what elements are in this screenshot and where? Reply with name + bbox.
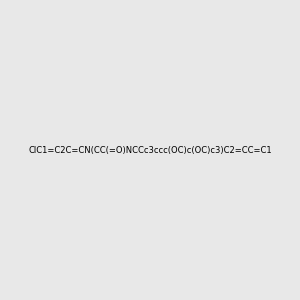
Text: ClC1=C2C=CN(CC(=O)NCCc3ccc(OC)c(OC)c3)C2=CC=C1: ClC1=C2C=CN(CC(=O)NCCc3ccc(OC)c(OC)c3)C2… [28, 146, 272, 154]
